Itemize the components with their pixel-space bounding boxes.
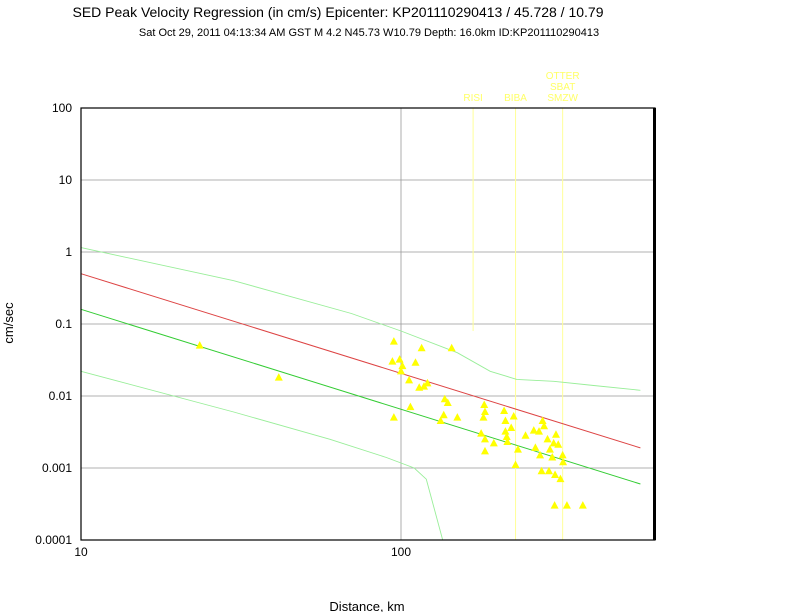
series xyxy=(80,247,641,541)
grid xyxy=(81,108,654,540)
data-point xyxy=(389,337,398,345)
data-point xyxy=(509,411,518,420)
data-point xyxy=(480,446,489,455)
data-point xyxy=(501,416,510,424)
x-tick-label: 100 xyxy=(391,545,411,559)
y-tick-label: 100 xyxy=(52,101,72,115)
data-point xyxy=(489,438,498,447)
data-point xyxy=(545,445,554,453)
y-tick-label: 0.0001 xyxy=(35,533,72,547)
x-tick-label: 10 xyxy=(74,545,88,559)
data-point xyxy=(511,460,520,469)
data-point xyxy=(503,437,512,445)
data-point xyxy=(513,445,522,453)
data-point xyxy=(480,407,489,415)
data-point xyxy=(406,402,415,411)
data-point xyxy=(538,416,547,424)
station-label: RISI xyxy=(463,93,482,104)
data-point xyxy=(436,416,445,424)
data-point xyxy=(501,427,510,435)
data-point xyxy=(536,450,545,459)
data-point xyxy=(439,410,448,419)
data-point xyxy=(447,343,456,352)
data-point xyxy=(417,343,426,352)
data-point xyxy=(195,341,204,349)
data-point xyxy=(389,413,398,421)
y-tick-label: 1 xyxy=(65,245,72,259)
data-point xyxy=(556,474,565,483)
data-point xyxy=(540,421,549,430)
data-point xyxy=(395,355,404,363)
y-tick-label: 0.01 xyxy=(49,389,73,403)
data-point xyxy=(405,375,414,384)
upper-bound-series xyxy=(80,247,641,391)
data-point xyxy=(549,438,558,447)
data-point xyxy=(480,434,489,443)
data-point xyxy=(562,501,571,509)
station-label: OTTER xyxy=(546,71,580,82)
y-tick-label: 0.001 xyxy=(42,461,72,475)
data-point xyxy=(531,443,540,451)
data-point xyxy=(274,373,283,381)
data-point xyxy=(544,466,553,475)
lower-bound-series xyxy=(80,370,444,541)
data-point xyxy=(529,426,538,434)
data-point xyxy=(521,431,530,439)
upper-line-series xyxy=(80,273,641,449)
data-point xyxy=(480,400,489,408)
data-point xyxy=(551,430,560,438)
chart-subtitle: Sat Oct 29, 2011 04:13:34 AM GST M 4.2 N… xyxy=(139,27,599,39)
regression-line-series xyxy=(80,308,641,485)
chart-title: SED Peak Velocity Regression (in cm/s) E… xyxy=(72,4,603,20)
data-point xyxy=(411,358,420,366)
data-point xyxy=(554,440,563,448)
data-point xyxy=(398,361,407,370)
observation-points xyxy=(195,337,587,509)
data-point xyxy=(443,398,452,406)
y-tick-label: 0.1 xyxy=(55,317,72,331)
station-label: SBAT xyxy=(550,82,575,93)
data-point xyxy=(537,466,546,475)
data-point xyxy=(550,501,559,509)
data-point xyxy=(543,434,552,443)
data-point xyxy=(551,470,560,478)
station-label: SMZW xyxy=(547,93,578,104)
station-label: BIBA xyxy=(504,93,527,104)
data-point xyxy=(507,423,516,431)
data-point xyxy=(477,429,486,437)
y-tick-label: 10 xyxy=(59,173,73,187)
data-point xyxy=(578,501,587,509)
data-point xyxy=(500,406,509,414)
plot-frame-right-edge xyxy=(653,108,656,540)
data-point xyxy=(388,357,397,365)
data-point xyxy=(423,378,432,387)
data-point xyxy=(535,427,544,435)
data-point xyxy=(397,366,405,375)
x-axis-label: Distance, km xyxy=(329,599,404,612)
data-point xyxy=(548,452,557,461)
data-point xyxy=(479,413,488,421)
data-point xyxy=(558,450,567,459)
y-axis-label: cm/sec xyxy=(1,302,16,344)
data-point xyxy=(502,432,511,440)
data-point xyxy=(453,413,462,421)
data-point xyxy=(559,457,568,466)
